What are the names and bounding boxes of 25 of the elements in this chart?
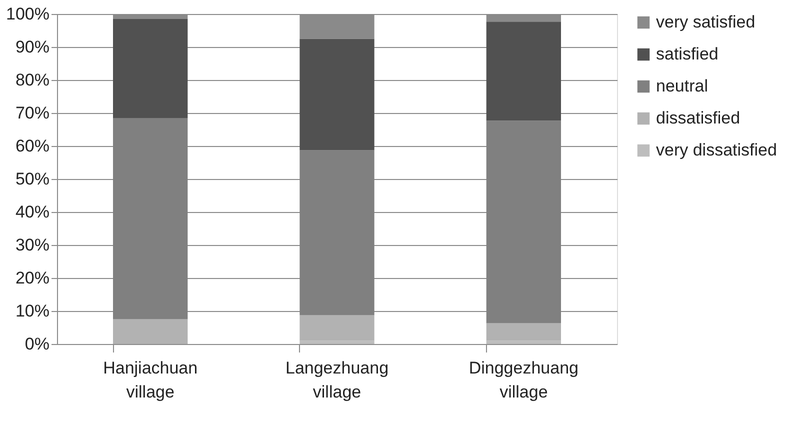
y-tick-label: 60%: [15, 136, 50, 156]
bar: [113, 319, 188, 344]
bar: [486, 323, 561, 341]
legend-label: satisfied: [656, 44, 718, 64]
y-tick-label: 0%: [24, 334, 50, 354]
bar: [300, 38, 374, 150]
x-tick-label: Dinggezhuang village: [468, 358, 578, 402]
y-tick-label: 100%: [6, 4, 50, 24]
legend-label: dissatisfied: [656, 108, 740, 128]
y-tick-label: 90%: [15, 38, 50, 56]
y-tick-label: 80%: [15, 70, 50, 90]
y-tick-label: 70%: [15, 104, 50, 122]
x-tick-label: Hanjiachuan village: [103, 358, 198, 402]
legend-label: neutral: [656, 76, 708, 96]
y-tick-label: 30%: [15, 236, 50, 254]
y-tick-label: 20%: [15, 268, 50, 288]
y-tick-label: 10%: [15, 302, 50, 320]
bar: [486, 22, 561, 121]
bar: [300, 315, 374, 341]
y-tick-label: 50%: [15, 170, 50, 188]
bar: [113, 18, 188, 118]
x-tick-label: Langezhuang village: [285, 358, 389, 402]
y-tick-label: 40%: [15, 202, 50, 222]
legend-label: very dissatisfied: [656, 140, 777, 160]
legend-label: very satisfied: [656, 12, 756, 32]
